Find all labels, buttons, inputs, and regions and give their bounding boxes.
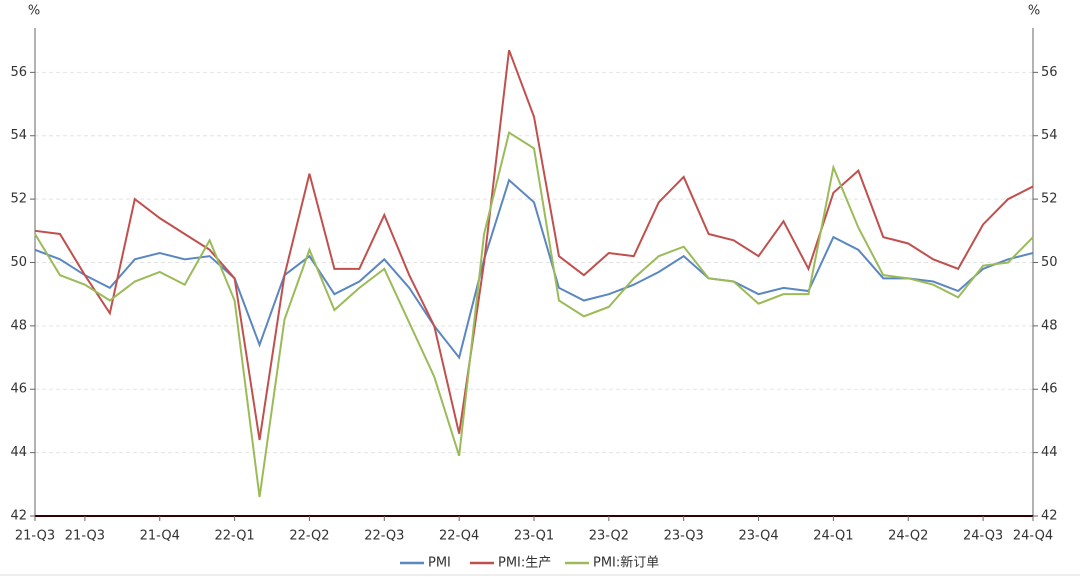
x-tick-label: 24-Q4 [1013, 529, 1053, 544]
x-tick-label: 24-Q2 [888, 529, 928, 544]
x-tick-label: 21-Q3 [15, 529, 55, 544]
y-tick-label: 50 [10, 255, 27, 270]
x-tick-label: 23-Q4 [738, 529, 778, 544]
x-tick-label: 24-Q1 [813, 529, 853, 544]
y2-axis-label: % [1028, 4, 1040, 19]
x-tick-label: 21-Q3 [65, 529, 105, 544]
y2-tick-label: 50 [1041, 255, 1058, 270]
x-tick-label: 23-Q3 [664, 529, 704, 544]
y2-tick-label: 52 [1041, 192, 1058, 207]
y-tick-label: 48 [10, 318, 27, 333]
x-tick-label: 23-Q2 [589, 529, 629, 544]
y-tick-label: 52 [10, 192, 27, 207]
x-tick-label: 22-Q3 [364, 529, 404, 544]
x-tick-label: 23-Q1 [514, 529, 554, 544]
legend-label: PMI [428, 556, 451, 571]
series-line [34, 49, 1034, 441]
x-tick-label: 22-Q2 [289, 529, 329, 544]
y2-tick-label: 42 [1041, 509, 1058, 524]
y-tick-label: 46 [10, 382, 27, 397]
y-tick-label: 42 [10, 509, 27, 524]
y-tick-label: 44 [10, 445, 27, 460]
y2-tick-label: 46 [1041, 382, 1058, 397]
series-line [34, 178, 1034, 360]
y-tick-label: 56 [10, 65, 27, 80]
x-tick-label: 22-Q4 [439, 529, 479, 544]
series-line [34, 130, 1034, 498]
y2-tick-label: 48 [1041, 318, 1058, 333]
legend-label: PMI:生产 [498, 556, 551, 571]
y-axis-label: % [28, 4, 40, 19]
y2-tick-label: 54 [1041, 128, 1058, 143]
y-tick-label: 54 [10, 128, 27, 143]
y2-tick-label: 56 [1041, 65, 1058, 80]
x-tick-label: 21-Q4 [140, 529, 180, 544]
y2-tick-label: 44 [1041, 445, 1058, 460]
legend-label: PMI:新订单 [593, 555, 659, 571]
x-tick-label: 22-Q1 [214, 529, 254, 544]
x-tick-label: 24-Q3 [963, 529, 1003, 544]
